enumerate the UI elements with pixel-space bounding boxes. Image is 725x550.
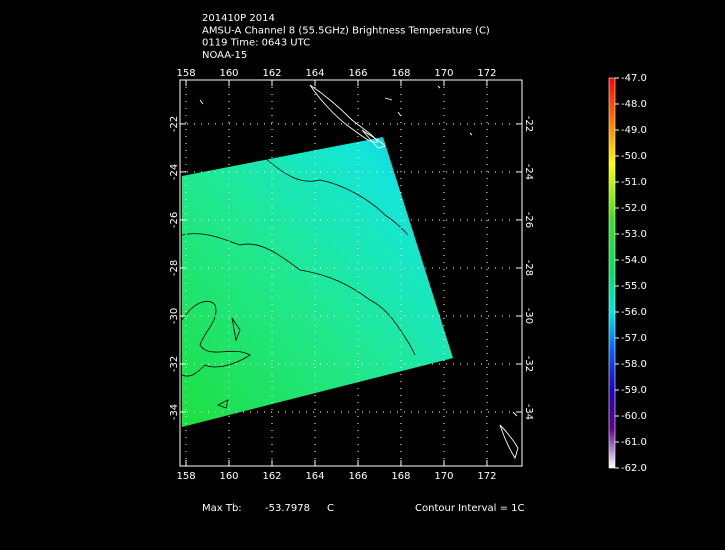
colorbar-label: -57.0 [621,333,647,344]
lat-label-right: -30 [523,308,534,324]
colorbar [608,77,616,469]
colorbar-label: -56.0 [621,307,647,318]
lon-label-bottom: 160 [219,471,238,482]
lat-label-left: -34 [169,404,180,420]
lat-label-right: -32 [523,356,534,372]
lat-label-left: -22 [169,116,180,132]
lat-label-left: -28 [169,260,180,276]
lon-label-top: 172 [477,68,496,79]
lat-label-right: -24 [523,164,534,180]
lon-label-bottom: 166 [348,471,367,482]
lon-label-bottom: 164 [305,471,324,482]
lat-label-right: -26 [523,212,534,228]
lon-label-bottom: 158 [176,471,195,482]
lon-label-top: 168 [391,68,410,79]
lat-label-left: -24 [169,164,180,180]
colorbar-ticks: -47.0 -48.0 -49.0 -50.0 -51.0 -52.0 -53.0 -54.0… [615,73,647,474]
lon-label-bottom: 162 [262,471,281,482]
lon-label-top: 160 [219,68,238,79]
colorbar-label: -55.0 [621,281,647,292]
lat-label-right: -22 [523,116,534,132]
colorbar-label: -61.0 [621,437,647,448]
colorbar-label: -58.0 [621,359,647,370]
max-unit: C [327,503,334,514]
lon-label-top: 162 [262,68,281,79]
lat-label-right: -34 [523,404,534,420]
lat-label-left: -26 [169,212,180,228]
lon-label-top: 166 [348,68,367,79]
colorbar-label: -51.0 [621,177,647,188]
footer: Max Tb: -53.7978 C Contour Interval = 1C [202,503,525,514]
colorbar-label: -50.0 [621,151,647,162]
colorbar-label: -47.0 [621,73,647,84]
lat-label-left: -32 [169,356,180,372]
colorbar-label: -53.0 [621,229,647,240]
colorbar-label: -60.0 [621,411,647,422]
lon-label-top: 164 [305,68,324,79]
lat-label-left: -30 [169,308,180,324]
contours [181,157,416,409]
max-value: -53.7978 [265,503,310,514]
map-frame [179,79,523,467]
lat-label-right: -28 [523,260,534,276]
max-label: Max Tb: [202,503,242,514]
colorbar-label: -48.0 [621,99,647,110]
colorbar-label: -52.0 [621,203,647,214]
lon-label-bottom: 170 [434,471,453,482]
colorbar-label: -49.0 [621,125,647,136]
colorbar-label: -54.0 [621,255,647,266]
colorbar-label: -62.0 [621,463,647,474]
header-line: 0119 Time: 0643 UTC [202,38,310,49]
axes: 158 158 160 160 162 162 164 164 166 166 168 168 170 1… [169,68,534,482]
colorbar-label: -59.0 [621,385,647,396]
header-line: AMSU-A Channel 8 (55.5GHz) Brightness Te… [202,25,490,36]
lon-label-bottom: 168 [391,471,410,482]
lon-label-bottom: 172 [477,471,496,482]
header-line: 201410P 2014 [202,13,275,24]
coastline [199,84,519,460]
header-line: NOAA-15 [202,50,247,61]
contour-interval: Contour Interval = 1C [415,503,525,514]
lon-label-top: 170 [434,68,453,79]
lon-label-top: 158 [176,68,195,79]
